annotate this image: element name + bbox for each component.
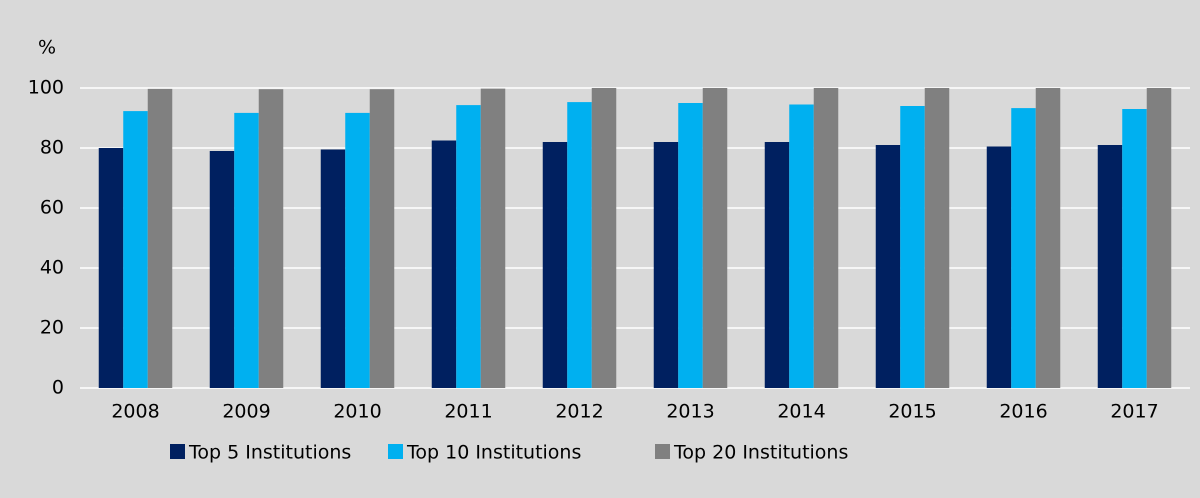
bar: [98, 148, 124, 388]
bar: [813, 88, 839, 388]
bar: [456, 105, 481, 388]
y-tick-label: 20: [40, 317, 64, 339]
y-tick-label: 40: [40, 257, 64, 279]
x-tick-label: 2013: [666, 401, 714, 423]
bar: [678, 103, 703, 388]
x-tick-label: 2009: [222, 401, 270, 423]
bar: [542, 142, 568, 388]
y-axis-label: %: [38, 37, 56, 59]
legend-label: Top 5 Institutions: [188, 442, 351, 464]
x-tick-label: 2010: [333, 401, 381, 423]
bar: [653, 142, 679, 388]
legend-label: Top 20 Institutions: [673, 442, 848, 464]
x-tick-label: 2014: [777, 401, 825, 423]
y-tick-label: 60: [40, 197, 64, 219]
bar: [875, 145, 901, 388]
legend-label: Top 10 Institutions: [406, 442, 581, 464]
x-tick-label: 2017: [1110, 401, 1158, 423]
bar: [431, 140, 457, 388]
x-tick-label: 2012: [555, 401, 603, 423]
bar: [258, 89, 284, 388]
bar: [147, 88, 173, 389]
bar: [369, 89, 395, 388]
bar: [567, 102, 592, 388]
y-tick-label: 100: [28, 77, 64, 99]
bar: [924, 88, 950, 388]
bar: [702, 88, 728, 388]
bar: [1146, 88, 1172, 388]
bar: [480, 88, 506, 388]
legend-swatch: [388, 444, 403, 459]
x-tick-label: 2016: [999, 401, 1047, 423]
x-tick-label: 2011: [444, 401, 492, 423]
bar: [1097, 145, 1123, 388]
bar: [123, 111, 148, 388]
bar: [1122, 109, 1147, 388]
bar: [209, 151, 235, 388]
bar: [1011, 108, 1036, 388]
bar: [1035, 88, 1061, 388]
x-tick-label: 2008: [111, 401, 159, 423]
y-tick-label: 80: [40, 137, 64, 159]
bar: [234, 112, 259, 389]
bar: [320, 149, 346, 388]
y-tick-label: 0: [52, 377, 64, 399]
bar: [986, 146, 1012, 388]
bar: [789, 104, 814, 388]
bar: [900, 106, 925, 388]
legend-swatch: [170, 444, 185, 459]
bar: [764, 142, 790, 388]
x-tick-label: 2015: [888, 401, 936, 423]
legend-swatch: [655, 444, 670, 459]
bar: [345, 112, 370, 389]
bar: [591, 88, 617, 388]
